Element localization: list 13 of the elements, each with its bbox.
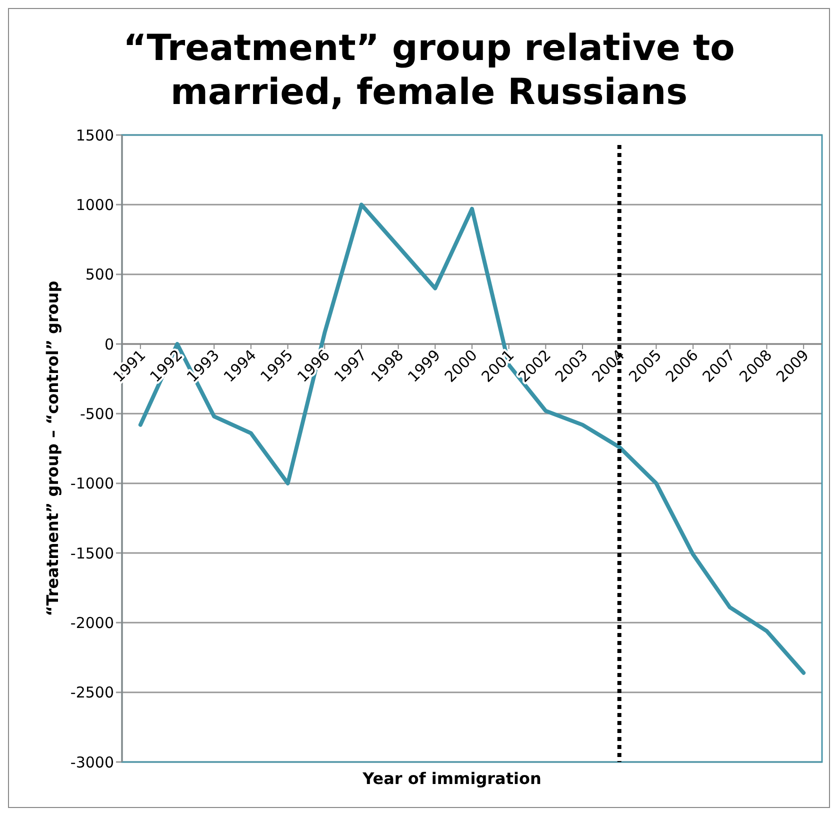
y-tick-label: 1500: [76, 126, 114, 144]
x-axis-title: Year of immigration: [362, 769, 542, 788]
y-tick-label: -1500: [70, 544, 114, 562]
y-tick-label: -2500: [70, 684, 114, 702]
y-tick-label: -2000: [70, 614, 114, 632]
y-tick-label: -1000: [70, 474, 114, 493]
y-axis-title: “Treatment” group – “control” group: [43, 280, 62, 616]
y-tick-label: 500: [85, 266, 114, 284]
chart-title: “Treatment” group relative to married, female Russians: [123, 28, 735, 113]
y-tick-label: 0: [104, 335, 114, 354]
y-tick-label: 1000: [76, 196, 114, 214]
y-tick-label: -500: [80, 404, 114, 423]
y-tick-label: -3000: [70, 753, 114, 772]
